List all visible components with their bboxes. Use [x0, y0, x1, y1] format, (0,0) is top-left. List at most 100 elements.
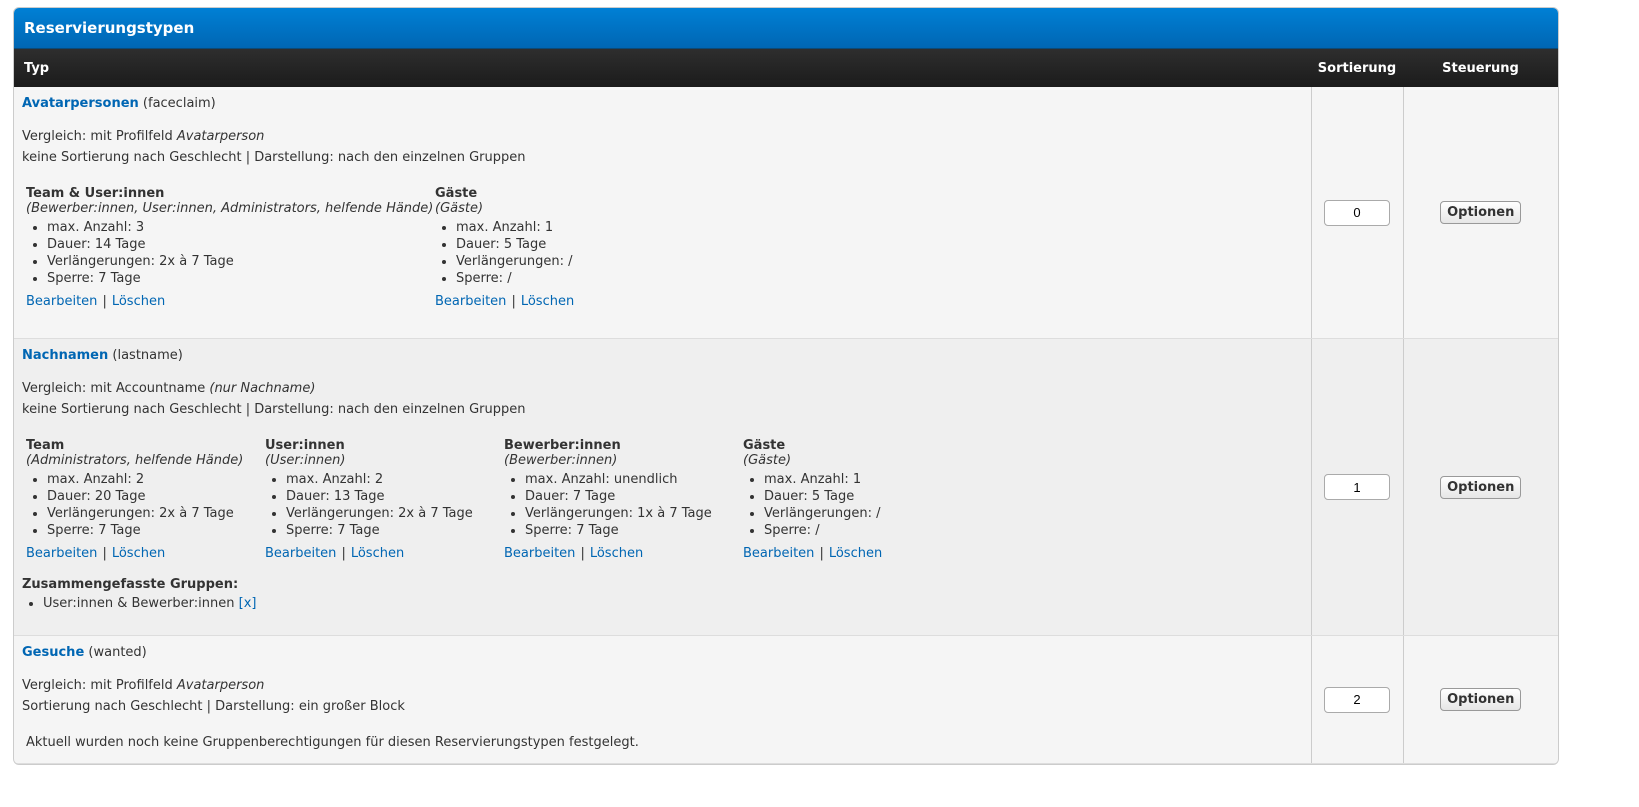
comparison-label: Vergleich: mit Accountname — [22, 381, 210, 396]
merged-item-label: User:innen & Bewerber:innen — [43, 596, 235, 611]
setting-item: Dauer: 5 Tage — [764, 488, 982, 505]
edit-link[interactable]: Bearbeiten — [26, 546, 98, 561]
comparison-field: Avatarperson — [176, 129, 265, 144]
setting-item: Dauer: 20 Tage — [47, 488, 265, 505]
delete-link[interactable]: Löschen — [828, 546, 883, 561]
group-name: User:innen — [265, 438, 345, 453]
comparison: Vergleich: mit Profilfeld Avatarperson — [22, 126, 1303, 147]
type-description: Vergleich: mit Profilfeld Avatarperson So… — [22, 675, 1303, 717]
setting-item: Sperre: / — [764, 522, 982, 539]
merged-groups: Zusammengefasste Gruppen: User:innen & Be… — [22, 577, 1303, 612]
delete-link[interactable]: Löschen — [520, 294, 575, 309]
setting-item: max. Anzahl: 3 — [47, 219, 435, 236]
merged-groups-heading: Zusammengefasste Gruppen: — [22, 577, 239, 592]
comparison-field: (nur Nachname) — [209, 381, 316, 396]
group-settings: max. Anzahl: 1Dauer: 5 TageVerlängerunge… — [743, 471, 982, 539]
group-permission: Gäste(Gäste) max. Anzahl: 1Dauer: 5 TageV… — [743, 438, 982, 563]
sort-order-input[interactable] — [1324, 199, 1390, 226]
setting-item: Verlängerungen: / — [764, 505, 982, 522]
setting-item: max. Anzahl: 1 — [764, 471, 982, 488]
reservation-types-table: Typ Sortierung Steuerung Avatarpersonen … — [14, 49, 1558, 764]
edit-link[interactable]: Bearbeiten — [504, 546, 576, 561]
separator: | — [102, 546, 107, 561]
type-name-link[interactable]: Avatarpersonen — [22, 96, 139, 111]
comparison-field: Avatarperson — [176, 678, 265, 693]
merged-list: User:innen & Bewerber:innen [x] — [22, 595, 1303, 612]
edit-link[interactable]: Bearbeiten — [435, 294, 507, 309]
setting-item: Verlängerungen: 2x à 7 Tage — [286, 505, 504, 522]
type-title: Avatarpersonen (faceclaim) — [22, 96, 1303, 111]
type-cell: Nachnamen (lastname) Vergleich: mit Accou… — [14, 338, 1311, 636]
group-name: Bewerber:innen — [504, 438, 621, 453]
group-actions: Bearbeiten | Löschen — [743, 545, 982, 563]
setting-item: Verlängerungen: 2x à 7 Tage — [47, 253, 435, 270]
group-permission: Bewerber:innen(Bewerber:innen) max. Anzah… — [504, 438, 743, 563]
sort-cell — [1310, 338, 1403, 636]
type-description: Vergleich: mit Profilfeld Avatarperson ke… — [22, 126, 1303, 168]
group-settings: max. Anzahl: unendlichDauer: 7 TageVerlä… — [504, 471, 743, 539]
edit-link[interactable]: Bearbeiten — [26, 294, 98, 309]
setting-item: Sperre: / — [456, 270, 674, 287]
separator: | — [819, 546, 824, 561]
sort-cell — [1310, 635, 1403, 764]
edit-link[interactable]: Bearbeiten — [265, 546, 337, 561]
remove-merged-link[interactable]: [x] — [238, 596, 257, 611]
table-row: Avatarpersonen (faceclaim) Vergleich: mit… — [14, 87, 1558, 339]
separator: | — [511, 294, 516, 309]
options-button[interactable]: Optionen — [1440, 475, 1522, 499]
group-permission: Gäste(Gäste) max. Anzahl: 1Dauer: 5 TageV… — [435, 186, 674, 311]
table-row: Nachnamen (lastname) Vergleich: mit Accou… — [14, 338, 1558, 636]
delete-link[interactable]: Löschen — [350, 546, 405, 561]
setting-item: Sperre: 7 Tage — [525, 522, 743, 539]
comparison-label: Vergleich: mit Profilfeld — [22, 129, 177, 144]
column-header-steuerung: Steuerung — [1403, 49, 1558, 87]
type-cell: Avatarpersonen (faceclaim) Vergleich: mit… — [14, 87, 1311, 339]
type-cell: Gesuche (wanted) Vergleich: mit Profilfel… — [14, 635, 1311, 764]
sort-order-input[interactable] — [1324, 474, 1390, 500]
control-cell: Optionen — [1402, 338, 1558, 636]
group-members: (Gäste) — [435, 201, 484, 216]
type-title: Gesuche (wanted) — [22, 645, 1303, 660]
group-name: Gäste — [435, 186, 478, 201]
delete-link[interactable]: Löschen — [111, 294, 166, 309]
group-settings: max. Anzahl: 2Dauer: 13 TageVerlängerung… — [265, 471, 504, 539]
reservation-types-panel: Reservierungstypen Typ Sortierung Steuer… — [13, 7, 1559, 765]
delete-link[interactable]: Löschen — [589, 546, 644, 561]
sort-order-input[interactable] — [1324, 686, 1390, 713]
options-button[interactable]: Optionen — [1440, 201, 1522, 224]
setting-item: max. Anzahl: 2 — [47, 471, 265, 488]
type-key: (lastname) — [112, 348, 183, 363]
group-members: (Bewerber:innen) — [504, 453, 618, 468]
group-permission: User:innen(User:innen) max. Anzahl: 2Daue… — [265, 438, 504, 563]
setting-item: Verlängerungen: / — [456, 253, 674, 270]
type-key: (wanted) — [88, 645, 147, 660]
setting-item: Verlängerungen: 2x à 7 Tage — [47, 505, 265, 522]
type-name-link[interactable]: Nachnamen — [22, 348, 109, 363]
delete-link[interactable]: Löschen — [111, 546, 166, 561]
comparison: Vergleich: mit Profilfeld Avatarperson — [22, 675, 1303, 696]
group-permission: Team & User:innen (Bewerber:innen, User:i… — [26, 186, 435, 311]
group-actions: Bearbeiten | Löschen — [26, 545, 265, 563]
comparison-label: Vergleich: mit Profilfeld — [22, 678, 177, 693]
edit-link[interactable]: Bearbeiten — [743, 546, 815, 561]
setting-item: Sperre: 7 Tage — [47, 270, 435, 287]
setting-item: max. Anzahl: 1 — [456, 219, 674, 236]
sort-cell — [1310, 87, 1403, 339]
group-members: (Gäste) — [743, 453, 792, 468]
group-actions: Bearbeiten | Löschen — [265, 545, 504, 563]
setting-item: max. Anzahl: unendlich — [525, 471, 743, 488]
panel-title: Reservierungstypen — [14, 8, 1558, 49]
no-permissions-note: Aktuell wurden noch keine Gruppenberecht… — [26, 735, 639, 750]
options-button[interactable]: Optionen — [1440, 688, 1522, 711]
type-name-link[interactable]: Gesuche — [22, 645, 85, 660]
column-header-typ: Typ — [14, 49, 1311, 87]
type-key: (faceclaim) — [142, 96, 216, 111]
group-members: (Bewerber:innen, User:innen, Administrat… — [26, 201, 434, 216]
setting-item: Dauer: 14 Tage — [47, 236, 435, 253]
separator: | — [341, 546, 346, 561]
group-permission: Team(Administrators, helfende Hände) max.… — [26, 438, 265, 563]
display-info: Sortierung nach Geschlecht | Darstellung… — [22, 699, 405, 714]
comparison: Vergleich: mit Accountname (nur Nachname… — [22, 378, 1303, 399]
table-row: Gesuche (wanted) Vergleich: mit Profilfel… — [14, 635, 1558, 764]
separator: | — [102, 294, 107, 309]
